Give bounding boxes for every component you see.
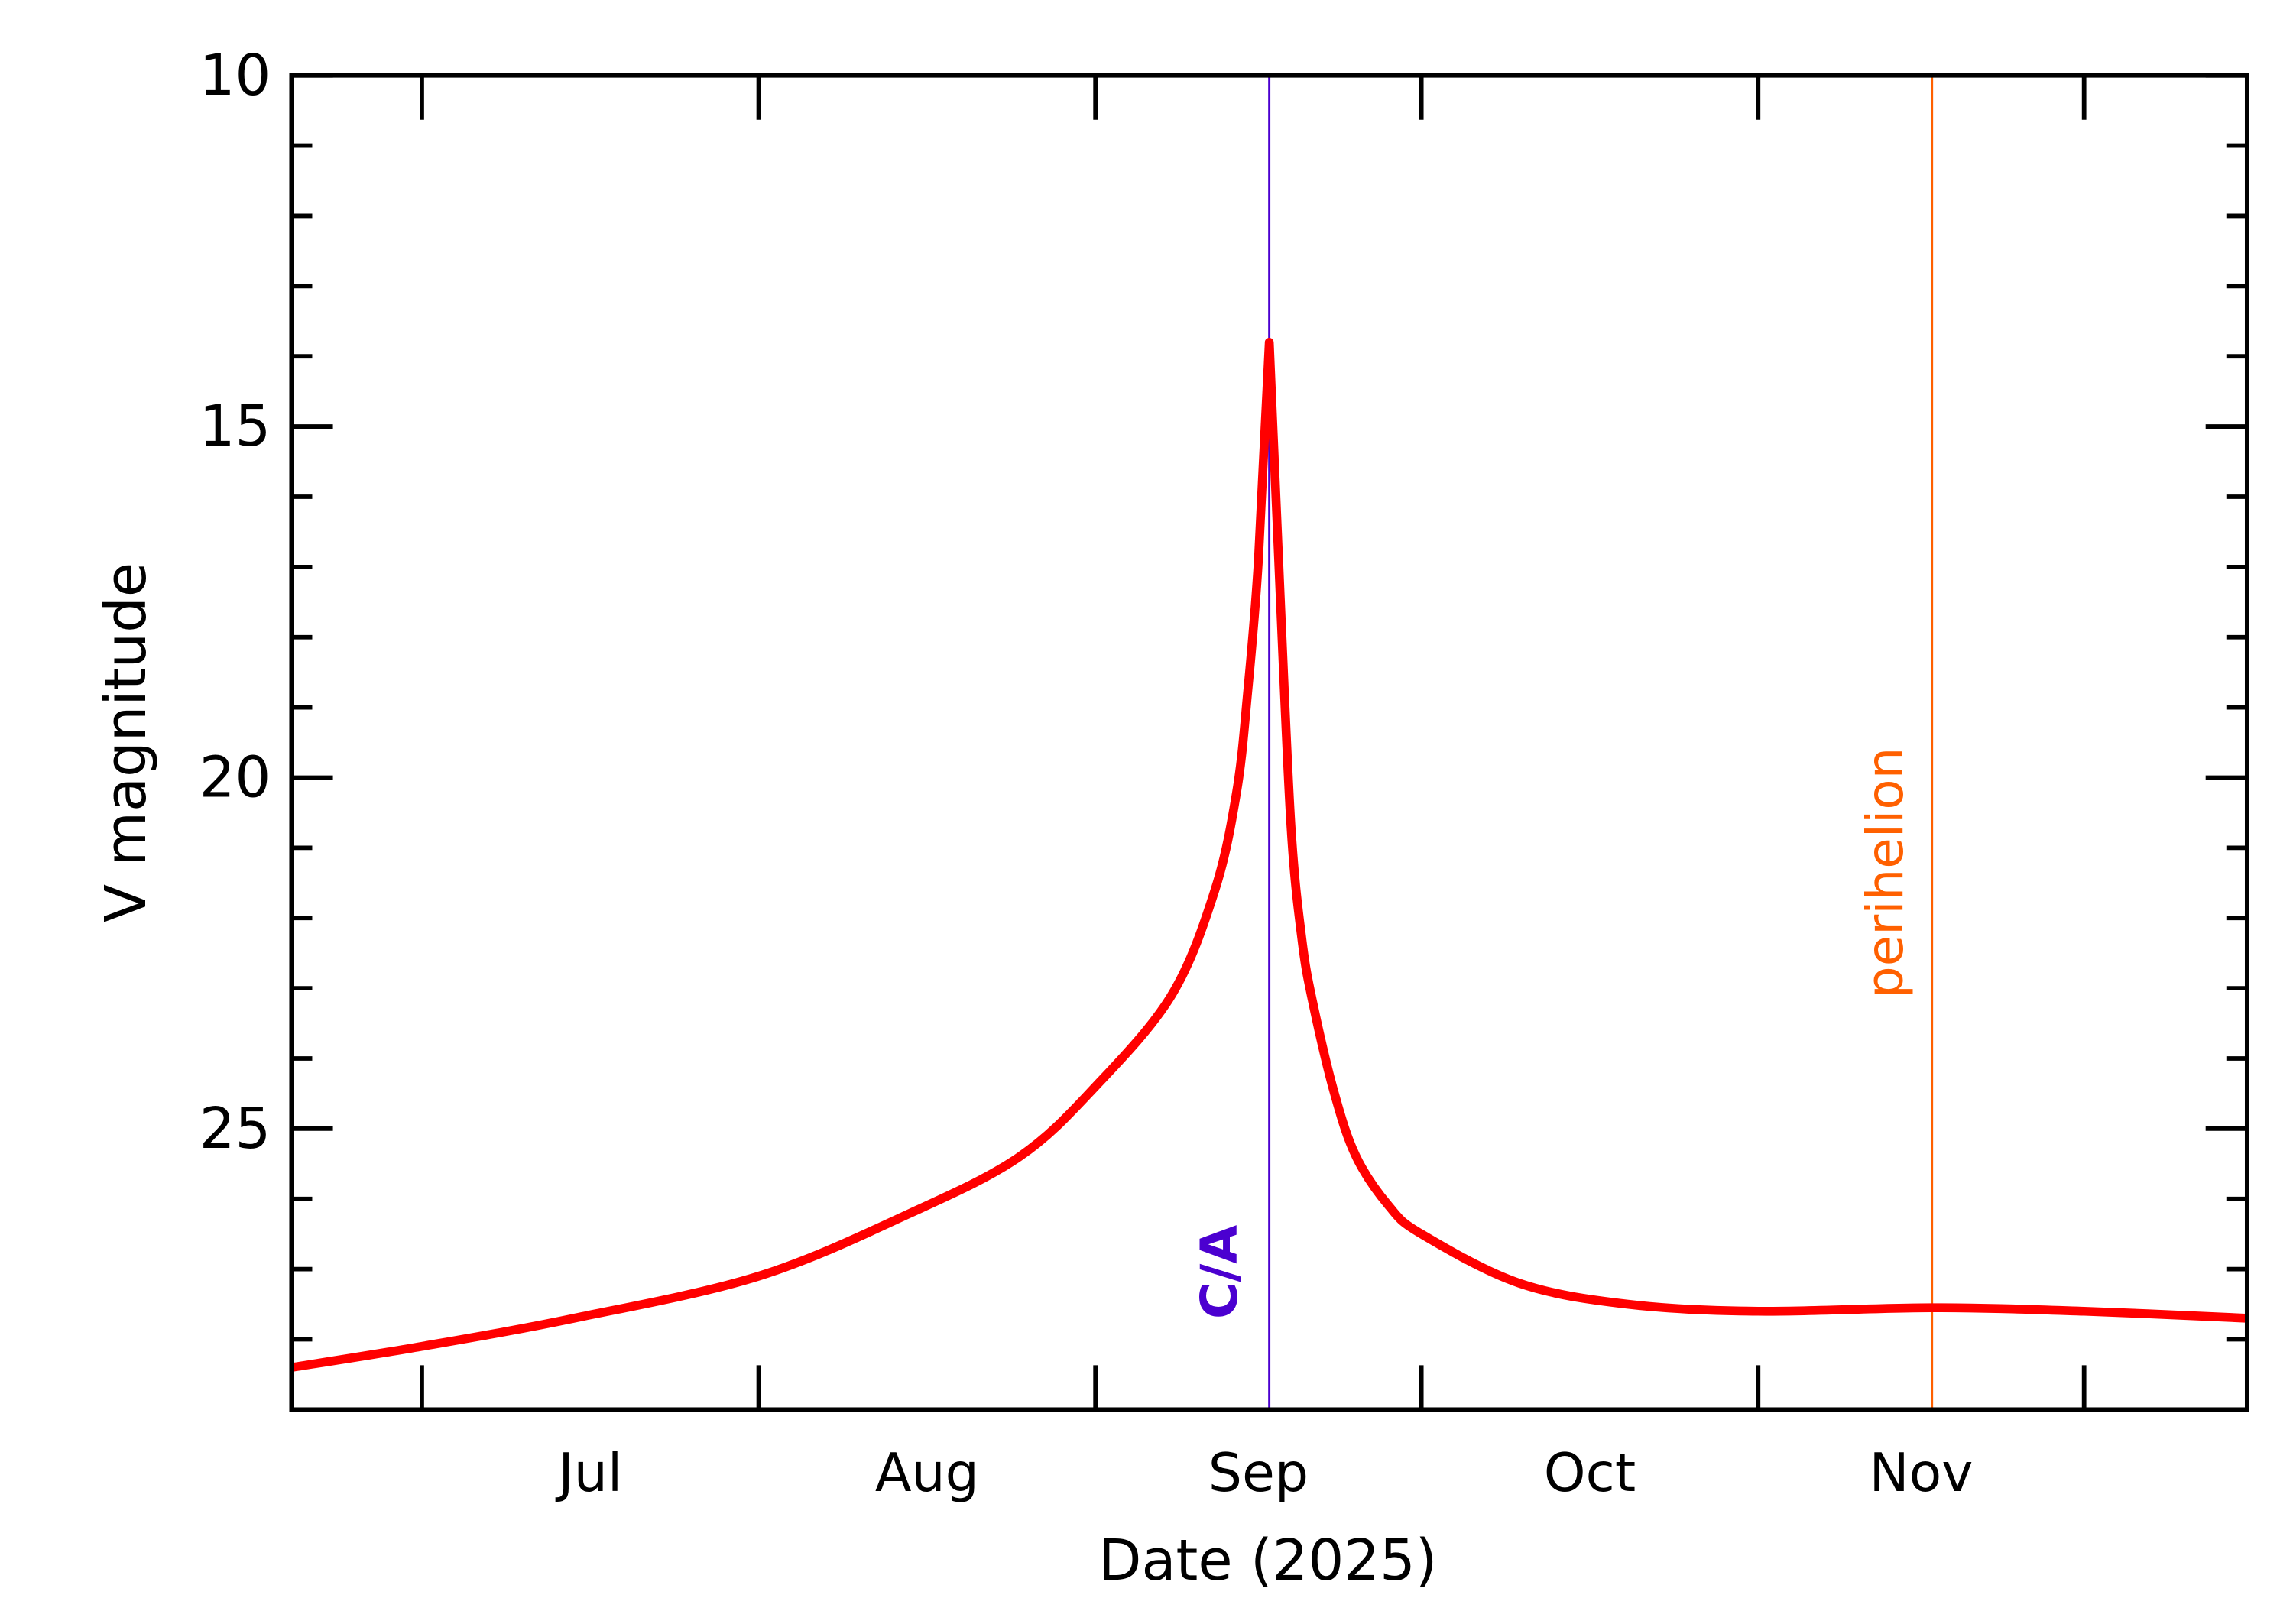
x-tick-labels: Jul Aug Sep Oct Nov bbox=[555, 1442, 1973, 1504]
annotation-label: perihelion bbox=[1856, 747, 1915, 998]
y-tick-labels: 10 15 20 25 bbox=[199, 44, 271, 1162]
y-tick-label: 25 bbox=[199, 1097, 271, 1162]
x-tick-label: Jul bbox=[555, 1442, 622, 1504]
y-tick-label: 15 bbox=[199, 394, 271, 459]
plot-frame bbox=[289, 73, 2249, 1412]
y-tick-label: 20 bbox=[199, 746, 271, 811]
y-axis-label: V magnitude bbox=[94, 562, 159, 922]
plot-area: C/A perihelion bbox=[290, 73, 2248, 1412]
x-tick-label: Aug bbox=[875, 1442, 979, 1504]
x-tick-label: Oct bbox=[1544, 1442, 1636, 1504]
x-axis-label: Date (2025) bbox=[1098, 1528, 1438, 1593]
y-tick-label: 10 bbox=[199, 44, 271, 109]
annotation-label: C/A bbox=[1190, 1225, 1249, 1319]
series-line bbox=[290, 338, 2248, 1372]
x-tick-label: Nov bbox=[1869, 1442, 1973, 1504]
x-tick-label: Sep bbox=[1208, 1442, 1309, 1504]
